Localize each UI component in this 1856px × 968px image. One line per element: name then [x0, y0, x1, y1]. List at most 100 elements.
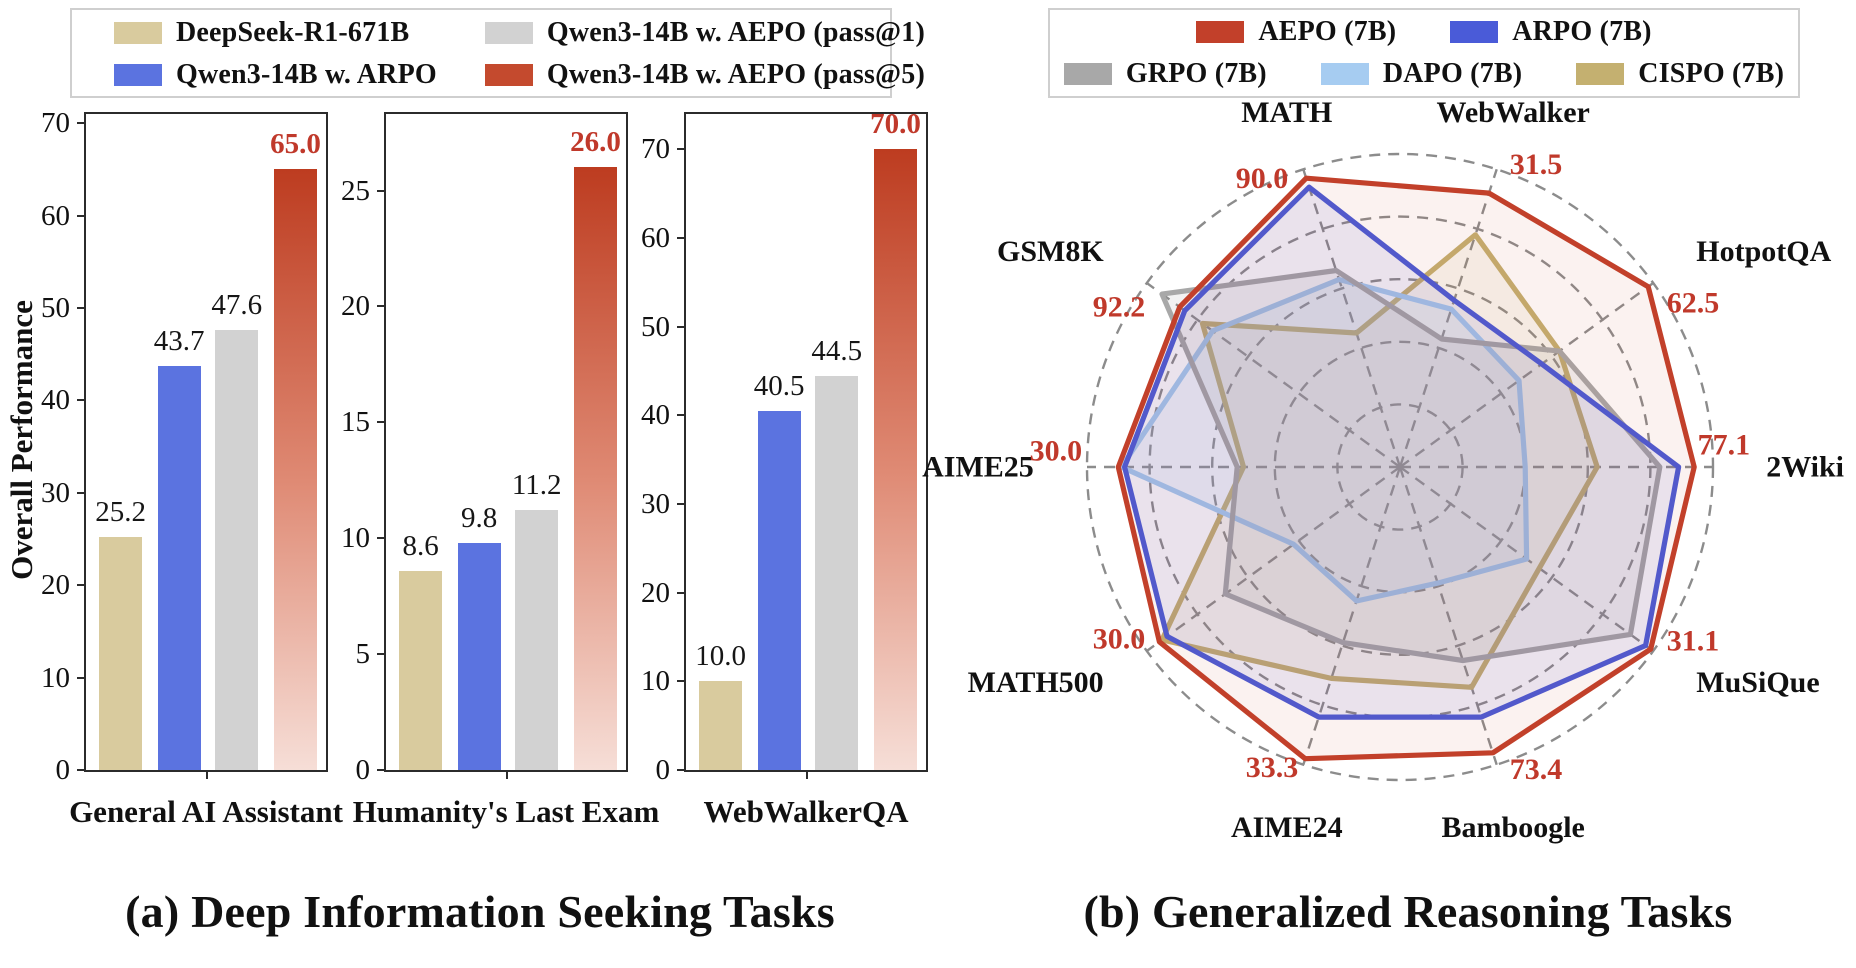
- legend-item: GRPO (7B): [1063, 58, 1267, 90]
- y-tick-label: 0: [355, 754, 371, 786]
- y-tick-mark: [77, 122, 86, 125]
- bar: [573, 167, 618, 770]
- y-tick-label: 30: [41, 476, 70, 509]
- y-tick-mark: [377, 189, 386, 192]
- legend-item: Qwen3-14B w. AEPO (pass@1): [484, 17, 925, 49]
- y-tick-mark: [77, 307, 86, 310]
- y-tick-label: 20: [641, 576, 670, 609]
- radar-axis-label: AIME24: [1231, 811, 1343, 844]
- y-tick-label: 40: [41, 384, 70, 417]
- radar-axis-value: 31.5: [1510, 148, 1563, 181]
- bar-value-label: 70.0: [870, 108, 921, 141]
- radar-axis-label: GSM8K: [997, 235, 1104, 268]
- radar-grid-spoke: [1302, 168, 1402, 468]
- y-tick-mark: [377, 537, 386, 540]
- y-tick-mark: [77, 491, 86, 494]
- y-tick-mark: [77, 769, 86, 771]
- legend-row: GRPO (7B) DAPO (7B) CISPO (7B): [1056, 58, 1792, 90]
- x-axis-title: General AI Assistant: [69, 794, 343, 829]
- bar: [98, 537, 143, 770]
- radar-axis-label: HotpotQA: [1696, 235, 1831, 268]
- bar-chart-legend: DeepSeek-R1-671B Qwen3-14B w. AEPO (pass@…: [70, 8, 925, 98]
- y-tick-mark: [677, 680, 686, 683]
- x-axis-title: Humanity's Last Exam: [352, 794, 660, 829]
- y-tick-label: 60: [641, 222, 670, 255]
- panel-generalized-reasoning: AEPO (7B) ARPO (7B) GRPO (7B) DAPO (7B) CISP…: [922, 0, 1856, 968]
- legend-label: DAPO (7B): [1382, 58, 1523, 89]
- legend-label: Qwen3-14B w. ARPO: [176, 59, 437, 90]
- radar-grid-spoke: [1146, 466, 1401, 652]
- legend-row: AEPO (7B) ARPO (7B): [1056, 16, 1792, 48]
- radar-series-arpo: [1122, 184, 1682, 720]
- y-tick-label: 30: [641, 488, 670, 521]
- y-axis-title-text: Overall Performance: [4, 300, 40, 580]
- bar-value-label: 10.0: [695, 640, 746, 673]
- y-tick-mark: [377, 421, 386, 424]
- y-tick-label: 0: [55, 754, 71, 786]
- radar-axis-label: MATH: [1241, 96, 1332, 129]
- bar: [398, 570, 443, 770]
- legend-swatch: [114, 64, 162, 86]
- legend-item: CISPO (7B): [1576, 58, 1784, 90]
- y-tick-mark: [677, 414, 686, 417]
- y-tick-mark: [677, 769, 686, 771]
- y-tick-label: 15: [341, 406, 370, 439]
- bar: [698, 681, 743, 770]
- y-tick-mark: [377, 769, 386, 771]
- radar-axis-value: 90.0: [1236, 162, 1289, 195]
- bar: [757, 410, 801, 770]
- y-tick-mark: [677, 591, 686, 594]
- y-tick-label: 10: [341, 522, 370, 555]
- x-axis-title: WebWalkerQA: [703, 794, 909, 829]
- bar-value-label: 9.8: [460, 501, 498, 534]
- legend-label: Qwen3-14B w. AEPO (pass@5): [546, 59, 926, 90]
- bar-value-label: 25.2: [95, 496, 146, 529]
- bar-value-label: 40.5: [753, 369, 805, 402]
- radar-grid-spoke: [1398, 466, 1498, 766]
- y-tick-mark: [377, 653, 386, 656]
- legend-swatch: [114, 22, 162, 44]
- bar: [873, 149, 918, 770]
- legend-swatch: [1063, 63, 1112, 85]
- radar-axis-label: MuSiQue: [1696, 666, 1819, 699]
- bar-value-label: 8.6: [402, 529, 439, 562]
- radar-legend: AEPO (7B) ARPO (7B) GRPO (7B) DAPO (7B) CISP…: [1048, 8, 1800, 98]
- caption-b: (b) Generalized Reasoning Tasks: [1083, 886, 1733, 937]
- radar-axis-label: MATH500: [968, 666, 1104, 699]
- bar-subplot-3: 0 10 20 30 40 50 60 70 10.0 40.5 44.5 70.0 WebWalker…: [641, 108, 928, 829]
- panel-deep-information-seeking: DeepSeek-R1-671B Qwen3-14B w. AEPO (pass@…: [2, 8, 928, 937]
- legend-item: ARPO (7B): [1450, 16, 1651, 48]
- y-tick-mark: [77, 214, 86, 217]
- legend-swatch: [1196, 21, 1245, 43]
- radar-chart: MATH 90.0 WebWalker 31.5 HotpotQA 62.5 2Wiki 77…: [922, 96, 1844, 844]
- radar-axis-value: 77.1: [1698, 429, 1751, 462]
- legend-swatch: [1576, 63, 1625, 85]
- radar-axis-label: Bamboogle: [1442, 811, 1585, 844]
- radar-axis-value: 33.3: [1246, 751, 1299, 784]
- y-tick-label: 60: [41, 199, 70, 232]
- y-tick-label: 0: [655, 754, 671, 786]
- bar: [273, 169, 318, 770]
- y-tick-mark: [677, 503, 686, 506]
- x-tick-mark: [806, 770, 808, 779]
- y-axis-title: Overall Performance: [2, 112, 42, 768]
- radar-axis-label: WebWalker: [1437, 96, 1590, 129]
- x-tick-mark: [506, 770, 508, 779]
- legend-item: AEPO (7B): [1196, 16, 1396, 48]
- y-tick-label: 25: [341, 174, 370, 207]
- bar-value-label: 65.0: [270, 128, 321, 161]
- legend-swatch: [1450, 21, 1499, 43]
- legend-label: CISPO (7B): [1638, 58, 1785, 89]
- bar-value-label: 44.5: [811, 334, 863, 367]
- bar: [157, 366, 201, 770]
- radar-grid-spoke: [1146, 282, 1401, 468]
- bar-value-label: 11.2: [511, 469, 562, 502]
- radar-axis-value: 62.5: [1667, 286, 1720, 319]
- bar-subplot-2: 0 5 10 15 20 25 8.6 9.8 11.2 26.0 Humanity's Last …: [341, 112, 659, 829]
- radar-axis-value: 92.2: [1093, 290, 1146, 323]
- legend-label: AEPO (7B): [1258, 16, 1397, 47]
- y-tick-label: 20: [341, 290, 370, 323]
- y-tick-mark: [77, 584, 86, 587]
- radar-series-dapo: [1118, 276, 1530, 604]
